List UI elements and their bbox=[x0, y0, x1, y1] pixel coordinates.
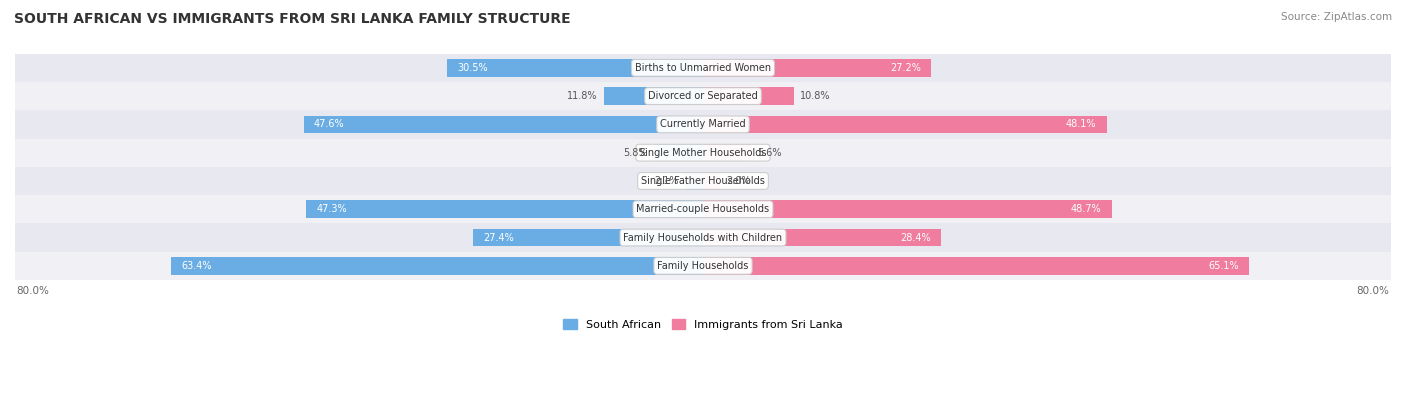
Bar bbox=[15, 195, 1391, 224]
Text: 48.1%: 48.1% bbox=[1066, 119, 1097, 130]
Bar bbox=[15, 110, 1391, 139]
Bar bbox=[15, 224, 1391, 252]
Text: 10.8%: 10.8% bbox=[800, 91, 831, 101]
Bar bbox=[172, 257, 703, 275]
Text: SOUTH AFRICAN VS IMMIGRANTS FROM SRI LANKA FAMILY STRUCTURE: SOUTH AFRICAN VS IMMIGRANTS FROM SRI LAN… bbox=[14, 12, 571, 26]
Text: 5.8%: 5.8% bbox=[623, 148, 648, 158]
Bar bbox=[703, 257, 1249, 275]
Bar bbox=[703, 87, 793, 105]
Bar bbox=[15, 139, 1391, 167]
Bar bbox=[703, 59, 931, 77]
Text: 30.5%: 30.5% bbox=[457, 63, 488, 73]
Text: 11.8%: 11.8% bbox=[567, 91, 598, 101]
Bar bbox=[15, 82, 1391, 110]
Bar bbox=[15, 252, 1391, 280]
Text: 63.4%: 63.4% bbox=[181, 261, 212, 271]
Bar bbox=[703, 201, 1112, 218]
Text: 80.0%: 80.0% bbox=[17, 286, 49, 296]
Bar bbox=[15, 167, 1391, 195]
Legend: South African, Immigrants from Sri Lanka: South African, Immigrants from Sri Lanka bbox=[558, 315, 848, 335]
Text: 28.4%: 28.4% bbox=[901, 233, 931, 243]
Text: Married-couple Households: Married-couple Households bbox=[637, 204, 769, 214]
Text: Single Father Households: Single Father Households bbox=[641, 176, 765, 186]
Bar bbox=[307, 201, 703, 218]
Bar bbox=[703, 229, 941, 246]
Bar bbox=[472, 229, 703, 246]
Text: Family Households: Family Households bbox=[658, 261, 748, 271]
Text: 65.1%: 65.1% bbox=[1209, 261, 1239, 271]
Bar bbox=[304, 116, 703, 133]
Bar bbox=[447, 59, 703, 77]
Bar bbox=[703, 172, 720, 190]
Bar bbox=[685, 172, 703, 190]
Text: 5.6%: 5.6% bbox=[756, 148, 782, 158]
Text: Births to Unmarried Women: Births to Unmarried Women bbox=[636, 63, 770, 73]
Text: 27.4%: 27.4% bbox=[484, 233, 515, 243]
Bar bbox=[654, 144, 703, 162]
Text: 47.3%: 47.3% bbox=[316, 204, 347, 214]
Text: Divorced or Separated: Divorced or Separated bbox=[648, 91, 758, 101]
Text: Source: ZipAtlas.com: Source: ZipAtlas.com bbox=[1281, 12, 1392, 22]
Text: 80.0%: 80.0% bbox=[1357, 286, 1389, 296]
Bar bbox=[703, 116, 1107, 133]
Text: 48.7%: 48.7% bbox=[1071, 204, 1101, 214]
Text: 2.1%: 2.1% bbox=[654, 176, 679, 186]
Text: Single Mother Households: Single Mother Households bbox=[640, 148, 766, 158]
Bar bbox=[703, 144, 749, 162]
Text: Family Households with Children: Family Households with Children bbox=[623, 233, 783, 243]
Bar bbox=[15, 54, 1391, 82]
Text: 47.6%: 47.6% bbox=[314, 119, 344, 130]
Bar bbox=[605, 87, 703, 105]
Text: 2.0%: 2.0% bbox=[727, 176, 751, 186]
Text: 27.2%: 27.2% bbox=[890, 63, 921, 73]
Text: Currently Married: Currently Married bbox=[661, 119, 745, 130]
